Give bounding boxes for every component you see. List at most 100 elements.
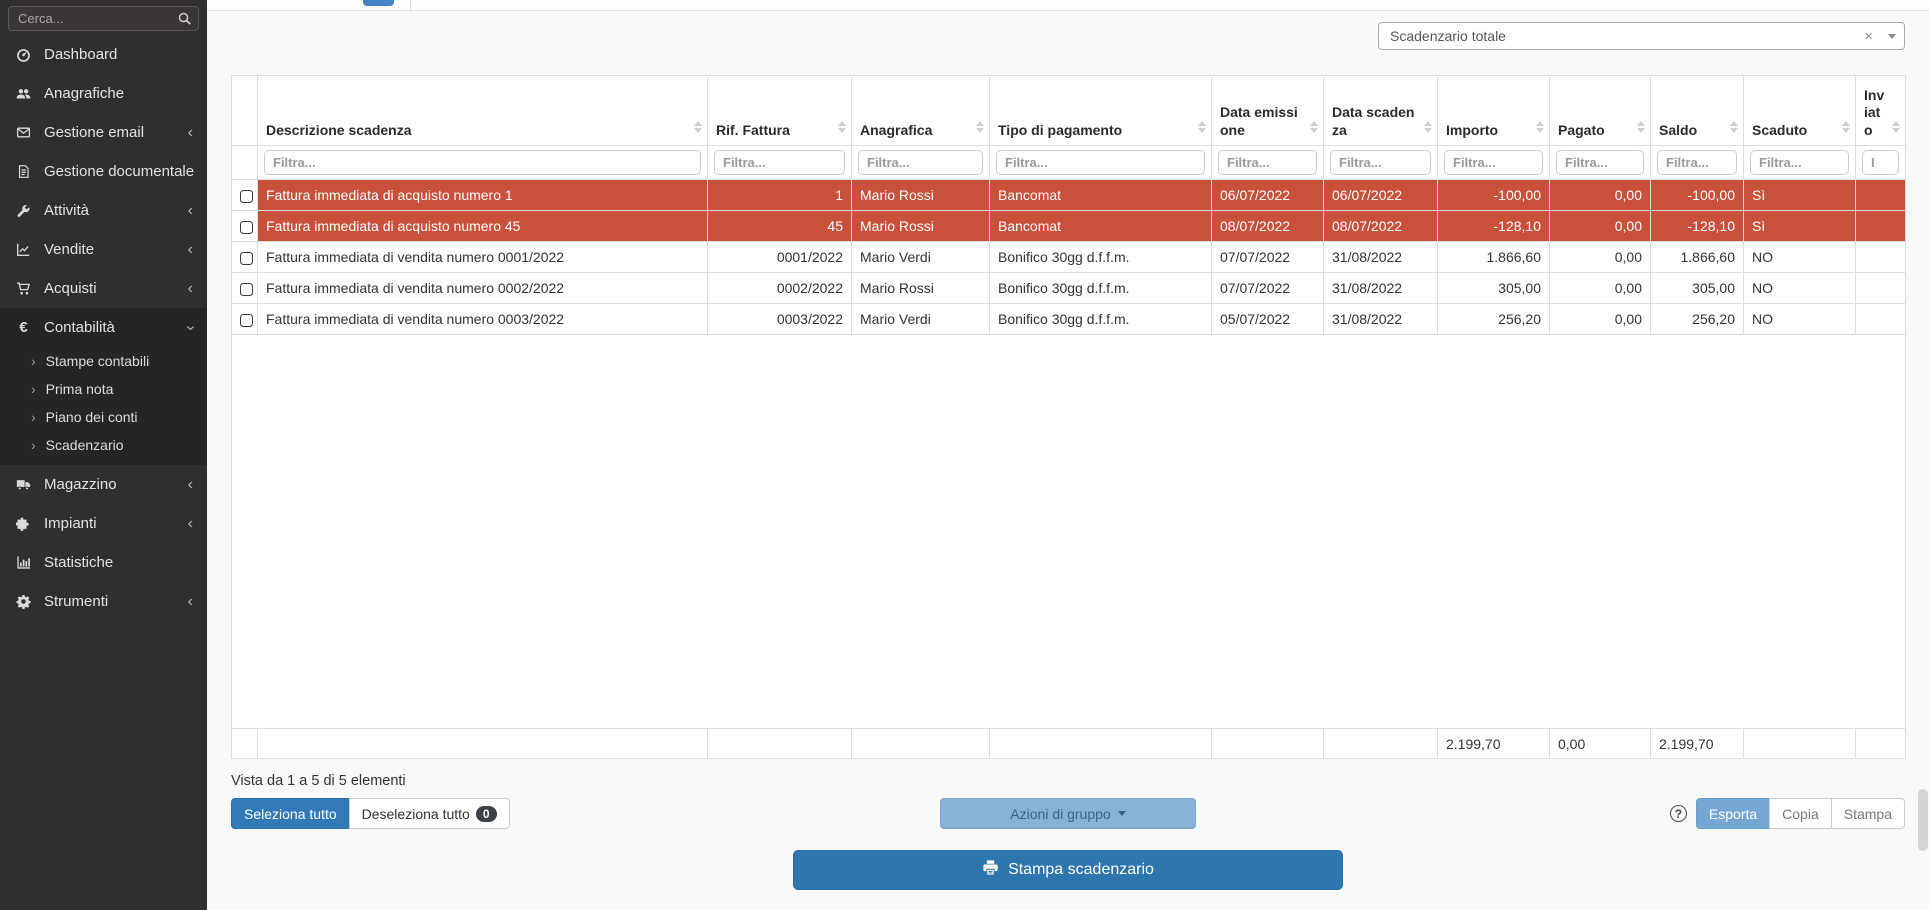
- export-button-group: ? Esporta Copia Stampa: [1669, 798, 1905, 829]
- sidebar-menu: Dashboard Anagrafiche Gestione email ‹ Gesti…: [0, 35, 207, 621]
- cell-inviato: [1855, 303, 1906, 335]
- column-header-tipo[interactable]: Tipo di pagamento: [989, 75, 1212, 146]
- sort-arrows-icon[interactable]: [1536, 121, 1544, 133]
- print-button[interactable]: Stampa: [1830, 798, 1905, 829]
- sidebar-subitem-scadenzario[interactable]: › Scadenzario: [0, 431, 207, 459]
- view-select-value: Scadenzario totale: [1390, 28, 1506, 44]
- row-checkbox[interactable]: [240, 282, 253, 296]
- filter-input-scadenza[interactable]: [1330, 150, 1431, 175]
- cell-inviato: [1855, 210, 1906, 242]
- scrollbar-thumb[interactable]: [1918, 789, 1928, 851]
- sidebar-item-gestione-email[interactable]: Gestione email ‹: [0, 113, 207, 152]
- cell-importo: 256,20: [1437, 303, 1550, 335]
- gear-icon: [14, 594, 33, 610]
- filter-input-pagato[interactable]: [1556, 150, 1644, 175]
- sidebar-item-strumenti[interactable]: Strumenti ‹: [0, 582, 207, 621]
- sidebar-item-vendite[interactable]: Vendite ‹: [0, 230, 207, 269]
- print-schedule-button[interactable]: Stampa scadenzario: [793, 850, 1343, 890]
- total-checkbox: [231, 728, 258, 759]
- sidebar-subitem-label: Stampe contabili: [45, 353, 150, 369]
- search-icon[interactable]: [177, 11, 192, 26]
- totals-row: 2.199,70 0,00 2.199,70: [231, 728, 1906, 759]
- filter-input-inviato[interactable]: [1862, 150, 1899, 175]
- sort-arrows-icon[interactable]: [1310, 121, 1318, 133]
- column-header-saldo[interactable]: Saldo: [1650, 75, 1744, 146]
- sidebar-item-label: Gestione documentale: [44, 163, 195, 180]
- sidebar-subitem-label: Scadenzario: [45, 437, 124, 453]
- clear-selection-icon[interactable]: ×: [1864, 27, 1873, 45]
- cell-scadenza: 08/07/2022: [1323, 210, 1438, 242]
- filter-input-descr[interactable]: [264, 150, 701, 175]
- search-input[interactable]: [8, 6, 199, 31]
- sidebar-item-acquisti[interactable]: Acquisti ‹: [0, 269, 207, 308]
- column-label: Pagato: [1558, 121, 1605, 138]
- sidebar-item-impianti[interactable]: Impianti ‹: [0, 504, 207, 543]
- filter-input-emissione[interactable]: [1218, 150, 1317, 175]
- view-select[interactable]: Scadenzario totale ×: [1378, 22, 1905, 50]
- sidebar-item-dashboard[interactable]: Dashboard: [0, 35, 207, 74]
- sort-arrows-icon[interactable]: [976, 121, 984, 133]
- sort-arrows-icon[interactable]: [1198, 121, 1206, 133]
- table-row[interactable]: Fattura immediata di vendita numero 0001…: [231, 241, 1906, 273]
- sidebar-item-gestione-documentale[interactable]: Gestione documentale: [0, 152, 207, 191]
- column-header-pagato[interactable]: Pagato: [1549, 75, 1651, 146]
- column-header-emissione[interactable]: Data emissione: [1211, 75, 1324, 146]
- chevron-left-icon: ‹: [187, 240, 193, 258]
- sidebar-item-attivit[interactable]: Attività ‹: [0, 191, 207, 230]
- filter-input-scaduto[interactable]: [1750, 150, 1849, 175]
- sidebar-item-magazzino[interactable]: Magazzino ‹: [0, 465, 207, 504]
- row-checkbox[interactable]: [240, 313, 253, 327]
- export-button[interactable]: Esporta: [1695, 798, 1771, 829]
- column-header-rif[interactable]: Rif. Fattura: [707, 75, 852, 146]
- help-icon[interactable]: ?: [1669, 805, 1687, 822]
- column-header-scaduto[interactable]: Scaduto: [1743, 75, 1856, 146]
- sort-arrows-icon[interactable]: [1892, 121, 1900, 133]
- view-selector-row: Scadenzario totale ×: [207, 11, 1929, 50]
- column-header-inviato[interactable]: Inviato: [1855, 75, 1906, 146]
- sort-arrows-icon[interactable]: [838, 121, 846, 133]
- sort-arrows-icon[interactable]: [694, 121, 702, 133]
- row-checkbox[interactable]: [240, 251, 253, 265]
- sort-arrows-icon[interactable]: [1424, 121, 1432, 133]
- sort-arrows-icon[interactable]: [1730, 121, 1738, 133]
- chevron-left-icon: ‹: [187, 123, 193, 141]
- sidebar-subitem-piano-dei-conti[interactable]: › Piano dei conti: [0, 403, 207, 431]
- column-label: Tipo di pagamento: [998, 121, 1123, 138]
- group-actions-button[interactable]: Azioni di gruppo: [940, 798, 1196, 829]
- sidebar-item-anagrafiche[interactable]: Anagrafiche: [0, 74, 207, 113]
- sort-arrows-icon[interactable]: [1842, 121, 1850, 133]
- filter-input-rif[interactable]: [714, 150, 845, 175]
- sidebar-item-contabilit[interactable]: € Contabilità ‹: [0, 308, 207, 347]
- column-header-importo[interactable]: Importo: [1437, 75, 1550, 146]
- table-row[interactable]: Fattura immediata di acquisto numero 45 4…: [231, 210, 1906, 242]
- users-icon: [14, 86, 33, 102]
- sidebar-subitem-prima-nota[interactable]: › Prima nota: [0, 375, 207, 403]
- cell-scaduto: NO: [1743, 272, 1856, 304]
- filter-input-importo[interactable]: [1444, 150, 1543, 175]
- column-header-descr[interactable]: Descrizione scadenza: [257, 75, 708, 146]
- copy-button[interactable]: Copia: [1769, 798, 1832, 829]
- cell-rif: 1: [707, 179, 852, 211]
- sidebar-item-statistiche[interactable]: Statistiche: [0, 543, 207, 582]
- select-all-button[interactable]: Seleziona tutto: [231, 798, 350, 829]
- cell-importo: -128,10: [1437, 210, 1550, 242]
- table-row[interactable]: Fattura immediata di vendita numero 0003…: [231, 303, 1906, 335]
- filter-input-saldo[interactable]: [1657, 150, 1737, 175]
- filter-input-tipo[interactable]: [996, 150, 1205, 175]
- table-row[interactable]: Fattura immediata di vendita numero 0002…: [231, 272, 1906, 304]
- column-header-anagrafica[interactable]: Anagrafica: [851, 75, 990, 146]
- cell-importo: 1.866,60: [1437, 241, 1550, 273]
- sort-arrows-icon[interactable]: [1637, 121, 1645, 133]
- total-importo: 2.199,70: [1437, 728, 1550, 759]
- dropdown-caret-icon[interactable]: [1880, 23, 1904, 49]
- filter-input-anagrafica[interactable]: [858, 150, 983, 175]
- row-checkbox[interactable]: [240, 189, 253, 203]
- cell-inviato: [1855, 241, 1906, 273]
- active-tab-indicator[interactable]: [363, 0, 394, 6]
- column-label: Saldo: [1659, 121, 1698, 138]
- column-header-scadenza[interactable]: Data scadenza: [1323, 75, 1438, 146]
- row-checkbox[interactable]: [240, 220, 253, 234]
- sidebar-subitem-stampe-contabili[interactable]: › Stampe contabili: [0, 347, 207, 375]
- deselect-all-button[interactable]: Deseleziona tutto 0: [348, 798, 510, 829]
